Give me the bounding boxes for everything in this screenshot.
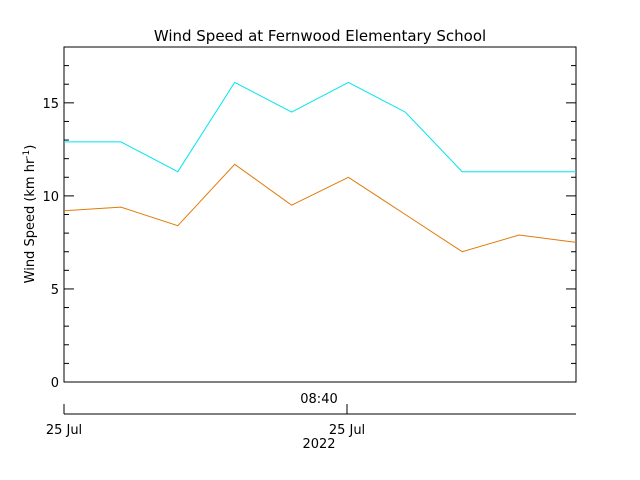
y-axis-ticks bbox=[64, 46, 576, 383]
series-line-2 bbox=[63, 163, 577, 253]
y-axis-label-superscript: -1 bbox=[22, 150, 32, 159]
x-date-label-start: 25 Jul bbox=[46, 423, 82, 438]
y-tick-label: 15 bbox=[42, 97, 59, 112]
y-axis-tick-labels: 0 5 10 15 bbox=[42, 97, 59, 391]
y-axis-label-close: ) bbox=[23, 145, 38, 150]
x-time-label: 08:40 bbox=[300, 392, 337, 407]
y-tick-label: 10 bbox=[42, 190, 59, 205]
x-date-label-mid: 25 Jul bbox=[329, 423, 365, 438]
x-year-label: 2022 bbox=[302, 437, 335, 452]
y-axis-label: Wind Speed (km hr-1) bbox=[22, 145, 38, 284]
y-tick-label: 5 bbox=[51, 283, 59, 298]
series-line-1 bbox=[64, 81, 576, 173]
y-tick-label: 0 bbox=[51, 376, 59, 391]
chart-title: Wind Speed at Fernwood Elementary School bbox=[154, 27, 486, 45]
y-axis-label-main: Wind Speed (km hr bbox=[23, 158, 38, 283]
series-lines bbox=[63, 81, 577, 253]
